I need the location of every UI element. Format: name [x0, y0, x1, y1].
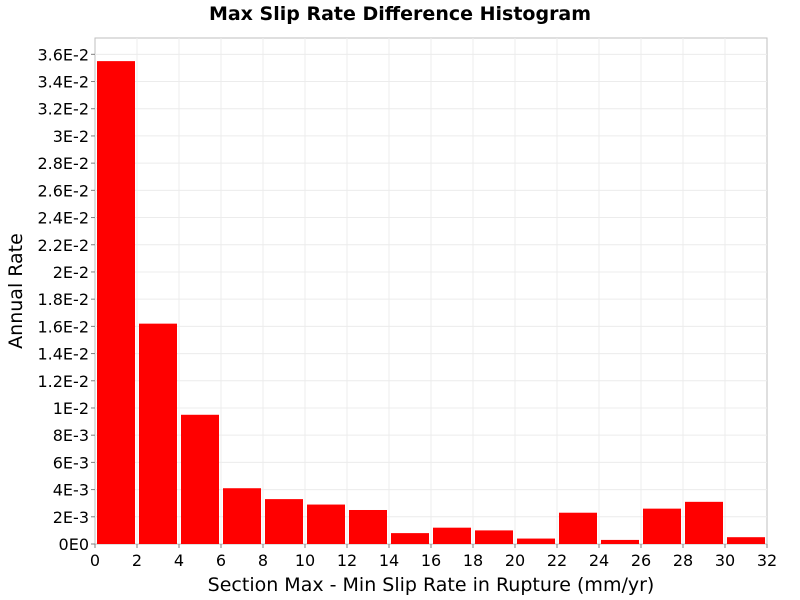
y-tick-label: 1.2E-2 [37, 372, 89, 391]
y-tick-label: 3E-2 [53, 127, 89, 146]
y-tick-label: 1.6E-2 [37, 317, 89, 336]
x-axis-label: Section Max - Min Slip Rate in Rupture (… [208, 574, 655, 596]
x-tick-label: 32 [757, 551, 777, 570]
histogram-bar [475, 530, 513, 544]
y-tick-label: 2.6E-2 [37, 181, 89, 200]
histogram-bar [727, 537, 765, 544]
x-tick-label: 10 [295, 551, 315, 570]
x-tick-label: 12 [337, 551, 357, 570]
histogram-bar [601, 539, 639, 544]
x-tick-label: 24 [589, 551, 609, 570]
histogram-bar [181, 414, 219, 544]
x-tick-label: 16 [421, 551, 441, 570]
histogram-bar [139, 323, 177, 544]
x-tick-label: 26 [631, 551, 651, 570]
y-tick-label: 4E-3 [53, 481, 89, 500]
y-tick-label: 3.6E-2 [37, 45, 89, 64]
histogram-bar [391, 533, 429, 544]
histogram-bar [97, 61, 135, 544]
x-tick-label: 20 [505, 551, 525, 570]
y-tick-label: 2.2E-2 [37, 236, 89, 255]
y-axis-ticks: 0E0 2E-3 4E-3 6E-3 8E-3 1E-2 1.2E-2 1.4E-2 1.6E-… [37, 45, 95, 554]
histogram-bar [517, 538, 555, 544]
x-axis-ticks: 0 2 4 6 8 10 12 14 16 18 20 22 24 26 28 30 32 [90, 544, 777, 570]
x-tick-label: 18 [463, 551, 483, 570]
y-tick-label: 0E0 [59, 535, 89, 554]
x-tick-label: 22 [547, 551, 567, 570]
x-tick-label: 14 [379, 551, 399, 570]
y-tick-label: 2E-2 [53, 263, 89, 282]
histogram-bar [265, 499, 303, 544]
y-tick-label: 2E-3 [53, 508, 89, 527]
chart-title: Max Slip Rate Difference Histogram [209, 3, 591, 25]
histogram-bar [349, 509, 387, 544]
histogram-bar [223, 488, 261, 544]
y-tick-label: 2.8E-2 [37, 154, 89, 173]
x-tick-label: 4 [174, 551, 184, 570]
x-tick-label: 0 [90, 551, 100, 570]
y-tick-label: 1.4E-2 [37, 345, 89, 364]
y-tick-label: 1.8E-2 [37, 290, 89, 309]
histogram-bar [433, 527, 471, 544]
histogram-bar [643, 508, 681, 544]
histogram-bar [685, 501, 723, 544]
y-tick-label: 2.4E-2 [37, 209, 89, 228]
x-tick-label: 6 [216, 551, 226, 570]
x-tick-label: 28 [673, 551, 693, 570]
x-tick-label: 30 [715, 551, 735, 570]
y-tick-label: 3.4E-2 [37, 73, 89, 92]
y-tick-label: 6E-3 [53, 453, 89, 472]
histogram-bar [559, 512, 597, 544]
y-tick-label: 3.2E-2 [37, 100, 89, 119]
y-axis-label: Annual Rate [5, 233, 27, 349]
x-tick-label: 8 [258, 551, 268, 570]
y-tick-label: 1E-2 [53, 399, 89, 418]
x-tick-label: 2 [132, 551, 142, 570]
grid-lines [95, 38, 767, 544]
bars [97, 61, 765, 544]
y-tick-label: 8E-3 [53, 426, 89, 445]
histogram-bar [307, 504, 345, 544]
